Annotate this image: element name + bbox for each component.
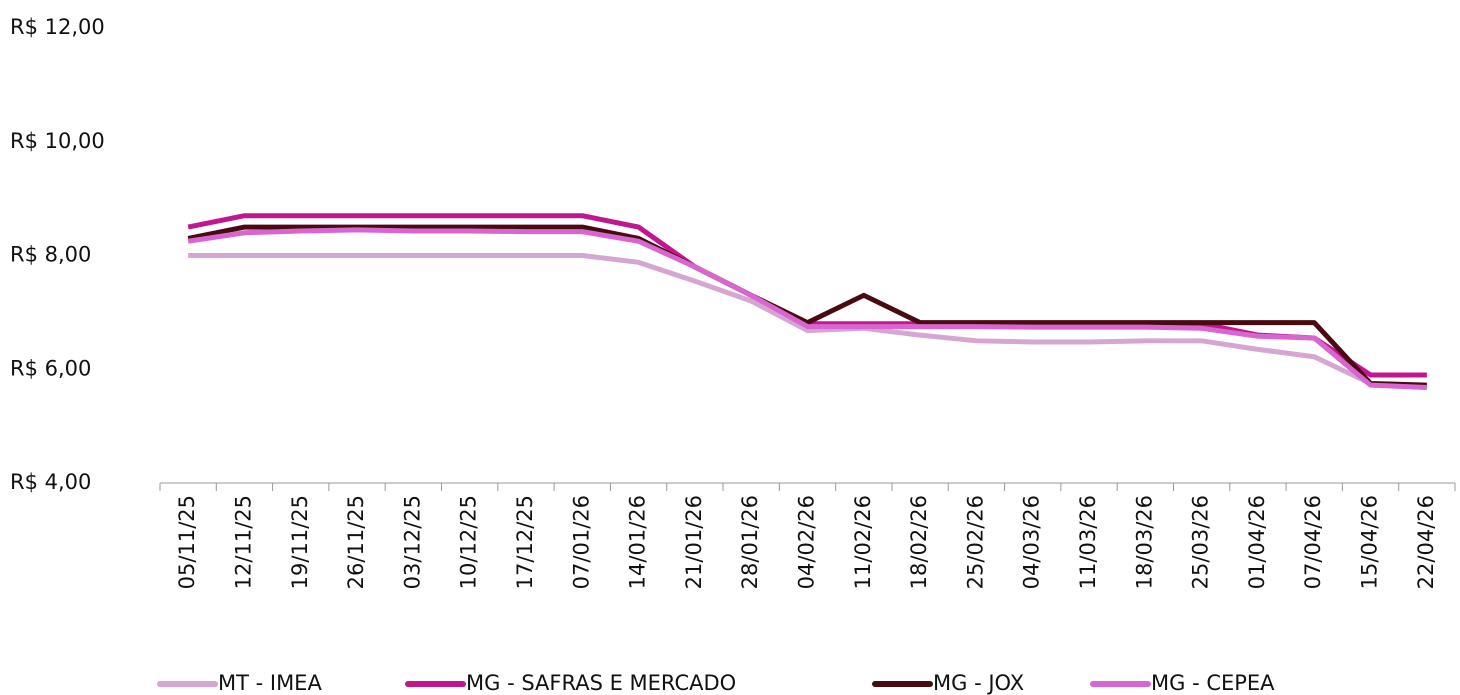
x-tick-label: 25/03/26 xyxy=(1189,495,1213,589)
x-tick-label: 12/11/25 xyxy=(231,495,255,589)
series-line xyxy=(187,213,1427,378)
series-line xyxy=(188,253,1427,389)
x-tick-label: 26/11/25 xyxy=(344,495,368,589)
x-tick-label: 21/01/26 xyxy=(682,495,706,589)
x-tick-label: 17/12/25 xyxy=(513,495,537,589)
x-tick-label: 05/11/25 xyxy=(175,495,199,589)
x-tick-label: 04/02/26 xyxy=(795,495,819,589)
x-tick-label: 15/04/26 xyxy=(1358,495,1382,589)
x-tick-label: 18/02/26 xyxy=(907,495,931,589)
x-tick-label: 22/04/26 xyxy=(1414,495,1438,589)
x-tick-label: 03/12/25 xyxy=(400,495,424,589)
x-tick-label: 07/01/26 xyxy=(569,495,593,589)
x-tick-label: 25/02/26 xyxy=(963,495,987,589)
x-tick-label: 07/04/26 xyxy=(1301,495,1325,589)
series-line xyxy=(187,227,1427,390)
x-tick-label: 04/03/26 xyxy=(1020,495,1044,589)
x-tick-label: 10/12/25 xyxy=(457,495,481,589)
legend-label: MG - SAFRAS E MERCADO xyxy=(466,671,736,695)
x-tick-label: 11/03/26 xyxy=(1076,495,1100,589)
legend-label: MG - CEPEA xyxy=(1151,671,1275,695)
y-tick-label: R$ 4,00 xyxy=(10,470,91,494)
x-tick-label: 18/03/26 xyxy=(1132,495,1156,589)
x-tick-label: 19/11/25 xyxy=(288,495,312,589)
y-tick-label: R$ 8,00 xyxy=(10,243,91,267)
x-tick-label: 14/01/26 xyxy=(626,495,650,589)
legend-label: MT - IMEA xyxy=(218,671,322,695)
y-tick-label: R$ 12,00 xyxy=(10,15,105,39)
series-line xyxy=(187,224,1427,388)
x-tick-label: 28/01/26 xyxy=(738,495,762,589)
y-tick-label: R$ 10,00 xyxy=(10,129,105,153)
x-tick-label: 01/04/26 xyxy=(1245,495,1269,589)
legend-label: MG - JOX xyxy=(933,671,1024,695)
y-tick-label: R$ 6,00 xyxy=(10,356,91,380)
x-tick-label: 11/02/26 xyxy=(851,495,875,589)
